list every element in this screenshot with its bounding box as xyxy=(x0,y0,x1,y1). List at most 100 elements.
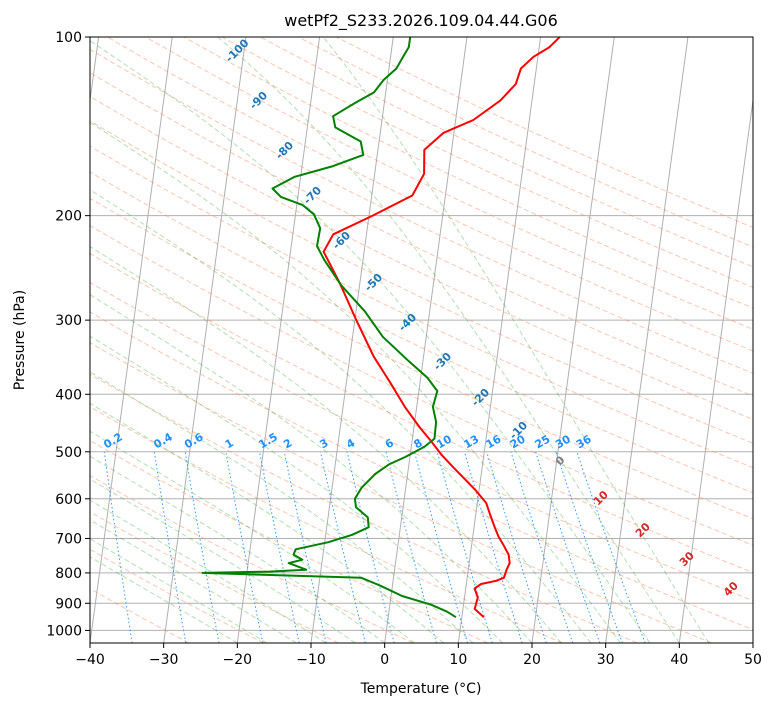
isotherm-label: -90 xyxy=(247,89,270,112)
moist-adiabat xyxy=(90,294,533,643)
isotherm-line xyxy=(163,37,247,643)
isotherm-line xyxy=(457,37,542,643)
moist-adiabat xyxy=(90,556,238,643)
mixing-ratio-label: 0.2 xyxy=(101,430,124,451)
moist-adiabat xyxy=(322,37,710,643)
isotherm-line xyxy=(752,639,753,643)
moist-adiabat xyxy=(90,121,621,643)
y-tick-label: 1000 xyxy=(46,623,82,639)
moist-adiabat xyxy=(90,499,326,643)
moist-adiabat xyxy=(90,246,562,643)
profile-lines xyxy=(201,37,561,619)
x-tick-label: 10 xyxy=(449,652,467,668)
isotherm-label: 30 xyxy=(677,549,697,569)
y-axis-label: Pressure (hPa) xyxy=(12,290,28,390)
isotherm-line xyxy=(384,37,468,643)
dry-adiabat xyxy=(90,548,264,643)
mixing-ratio-line xyxy=(346,451,395,643)
y-tick-label: 700 xyxy=(55,532,82,548)
dry-adiabat xyxy=(90,342,712,643)
dry-adiabat xyxy=(90,197,753,520)
background-lines xyxy=(90,37,753,643)
mixing-ratio-line xyxy=(283,451,327,643)
moist-adiabat xyxy=(90,478,356,643)
isotherm-line xyxy=(90,37,100,105)
mixing-ratio-line xyxy=(555,451,623,643)
isotherm-label: -50 xyxy=(362,271,385,294)
isotherm-label: 0 xyxy=(553,453,568,468)
x-axis-label: Temperature (°C) xyxy=(360,681,482,697)
x-tick-label: 0 xyxy=(380,652,389,668)
isotherm-label: 40 xyxy=(721,579,741,599)
y-tick-label: 900 xyxy=(55,596,82,612)
x-tick-label: 40 xyxy=(670,652,688,668)
mixing-ratio-line xyxy=(184,451,220,643)
dry-adiabat xyxy=(90,171,753,494)
moist-adiabat xyxy=(90,371,474,643)
mixing-ratio-line xyxy=(320,451,366,643)
isotherm-label: 10 xyxy=(591,488,611,508)
dry-adiabat xyxy=(336,37,753,228)
isotherm-label: -30 xyxy=(431,350,454,373)
isotherm-line xyxy=(90,37,173,643)
dry-adiabat xyxy=(90,475,414,643)
y-tick-label: 100 xyxy=(55,30,82,46)
y-tick-label: 800 xyxy=(55,566,82,582)
mixing-ratio-line xyxy=(153,451,187,643)
mixing-ratio-label: 2 xyxy=(281,436,294,451)
y-tick-label: 300 xyxy=(55,313,82,329)
mixing-ratio-line xyxy=(486,451,547,643)
mixing-ratio-line xyxy=(464,451,523,643)
dry-adiabat xyxy=(90,440,488,643)
moist-adiabat xyxy=(90,455,385,643)
y-tick-label: 600 xyxy=(55,492,82,508)
dry-adiabat xyxy=(90,225,753,546)
dry-adiabat xyxy=(90,48,753,374)
mixing-ratio-label: 1 xyxy=(223,436,236,451)
dry-adiabat xyxy=(90,95,753,420)
moist-adiabat xyxy=(90,40,651,643)
x-tick-label: −40 xyxy=(75,652,105,668)
dry-adiabat xyxy=(90,253,753,574)
isotherm-line xyxy=(678,96,753,643)
y-tick-label: 400 xyxy=(55,387,82,403)
mixing-ratio-line xyxy=(414,451,468,643)
dewpoint-profile xyxy=(201,37,457,619)
isotherm-label: -40 xyxy=(396,311,419,334)
mixing-ratio-line xyxy=(510,451,574,643)
isoline-labels: 0.1 0.2 0.4 0.6 1 1.5 2 3 4 6 8 10 13 16 20 25 30 36-100-… xyxy=(101,36,741,599)
temperature-profile xyxy=(322,37,561,618)
mixing-ratio-line xyxy=(225,451,264,643)
mixing-ratio-label: 25 xyxy=(533,432,553,451)
isotherm-line xyxy=(236,37,321,643)
mixing-ratio-line xyxy=(103,451,133,643)
chart-title: wetPf2_S233.2026.109.04.44.G06 xyxy=(284,11,558,31)
isotherm-line xyxy=(605,37,689,643)
mixing-ratio-label: 13 xyxy=(462,432,482,451)
dry-adiabat xyxy=(90,311,753,631)
moist-adiabat xyxy=(90,335,503,643)
isotherm-label: -80 xyxy=(273,139,296,162)
mixing-ratio-line xyxy=(259,451,300,643)
dry-adiabat xyxy=(90,373,638,643)
y-axis: 100 200 300 400 500 600 700 800 900 1000 xyxy=(46,30,90,639)
mixing-ratio-label: 3 xyxy=(317,436,330,451)
dry-adiabat xyxy=(90,281,753,602)
moist-adiabat xyxy=(217,37,680,643)
x-tick-label: 20 xyxy=(523,652,541,668)
mixing-ratio-line xyxy=(576,451,646,643)
x-tick-label: −20 xyxy=(223,652,253,668)
mixing-ratio-label: 0.4 xyxy=(151,430,175,451)
moist-adiabat xyxy=(90,402,444,643)
moist-adiabat xyxy=(90,189,592,643)
y-tick-label: 200 xyxy=(55,209,82,225)
dry-adiabat xyxy=(221,37,753,288)
dry-adiabat xyxy=(90,72,753,397)
isotherm-label: 20 xyxy=(633,520,653,540)
isotherm-line xyxy=(531,37,615,643)
plot-frame xyxy=(89,36,754,644)
dry-adiabat xyxy=(183,37,753,309)
mixing-ratio-line xyxy=(436,451,493,643)
isotherm-label: -100 xyxy=(223,36,252,65)
